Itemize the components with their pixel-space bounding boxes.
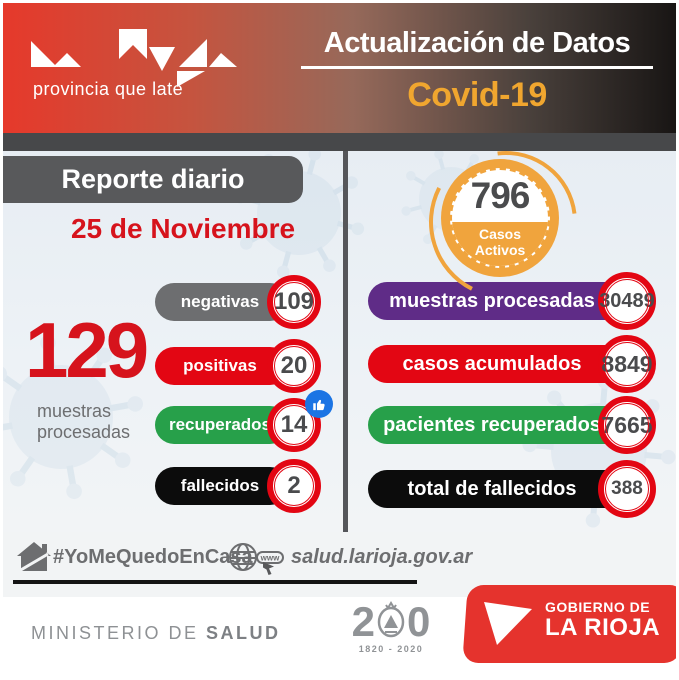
bicentennial-years: 1820 - 2020: [358, 644, 424, 654]
row-total-fallecidos: total de fallecidos 388: [368, 459, 668, 519]
bicentennial-logo: 2 0 1820 - 2020: [341, 601, 441, 655]
recuperados-value-circle: 14: [267, 398, 321, 452]
government-line1: GOBIERNO DE: [545, 599, 651, 615]
recuperados-label: recuperados: [168, 415, 272, 434]
header-divider-band: [3, 133, 676, 151]
header-banner: provincia que late Actualización de Dato…: [3, 3, 676, 133]
fallecidos-label: fallecidos: [180, 476, 260, 495]
thumbs-up-icon: [305, 390, 333, 418]
active-cases-label: Casos Activos: [452, 221, 548, 266]
total-fallecidos-circle: 388: [598, 460, 656, 518]
report-title-box: Reporte diario: [3, 156, 303, 203]
report-title: Reporte diario: [61, 164, 245, 194]
page-title: Actualización de Datos: [323, 27, 631, 59]
logo-tagline: provincia que late: [33, 79, 184, 99]
positivas-pill: positivas: [155, 347, 289, 385]
negativas-label: negativas: [180, 292, 260, 311]
government-line2: LA RIOJA: [545, 614, 661, 641]
active-cases-badge: 796 Casos Activos: [441, 159, 559, 277]
ministry-label: MINISTERIO DE SALUD: [31, 623, 281, 643]
active-cases-value: 796: [470, 175, 531, 216]
muestras-procesadas-circle: 30489: [598, 272, 656, 330]
negativas-value-circle: 109: [267, 275, 321, 329]
positivas-value-circle: 20: [267, 339, 321, 393]
positivas-label: positivas: [183, 356, 257, 375]
row-muestras-procesadas: muestras procesadas 30489: [368, 271, 668, 331]
fallecidos-pill: fallecidos: [155, 467, 289, 505]
header-title-block: Actualización de Datos Covid-19: [301, 27, 653, 115]
pacientes-recuperados-circle: 7665: [598, 396, 656, 454]
casos-acumulados-circle: 8849: [598, 335, 656, 393]
negativas-pill: negativas: [155, 283, 289, 321]
samples-processed-label: muestras procesadas: [37, 401, 131, 442]
title-underline: [301, 66, 653, 69]
svg-text:www: www: [260, 554, 280, 563]
recuperados-pill: recuperados: [155, 406, 289, 444]
government-logo: GOBIERNO DE LA RIOJA: [462, 585, 679, 663]
main-content: Reporte diario 25 de Noviembre 129 muest…: [3, 122, 676, 532]
covid-subtitle: Covid-19: [407, 76, 547, 114]
row-negativas: negativas 109: [155, 274, 345, 330]
separator-line: [13, 580, 417, 584]
footer: MINISTERIO DE SALUD 2 0 1820 - 2020: [3, 585, 679, 677]
casos-acumulados-pill: casos acumulados: [368, 345, 630, 383]
website-url: salud.larioja.gov.ar: [291, 546, 473, 568]
stay-home-hashtag: #YoMeQuedoEnCasa: [53, 546, 253, 568]
pacientes-recuperados-pill: pacientes recuperados: [368, 406, 630, 444]
row-recuperados: recuperados 14: [155, 390, 345, 453]
website-globe-icon: www: [229, 543, 284, 575]
bicentennial-crest-icon: [377, 601, 405, 638]
muestras-procesadas-pill: muestras procesadas: [368, 282, 630, 320]
total-fallecidos-pill: total de fallecidos: [368, 470, 630, 508]
row-positivas: positivas 20: [155, 338, 345, 394]
la-rioja-triangles-logo: [31, 29, 237, 87]
home-icon: [17, 542, 51, 572]
row-casos-acumulados: casos acumulados 8849: [368, 334, 668, 394]
row-pacientes-recuperados: pacientes recuperados 7665: [368, 395, 668, 455]
row-fallecidos: fallecidos 2: [155, 458, 345, 514]
report-date: 25 de Noviembre: [70, 213, 296, 244]
fallecidos-value-circle: 2: [267, 459, 321, 513]
government-triangle-icon: [484, 602, 532, 645]
column-divider: [343, 151, 348, 532]
samples-processed-count: 129: [25, 306, 149, 394]
